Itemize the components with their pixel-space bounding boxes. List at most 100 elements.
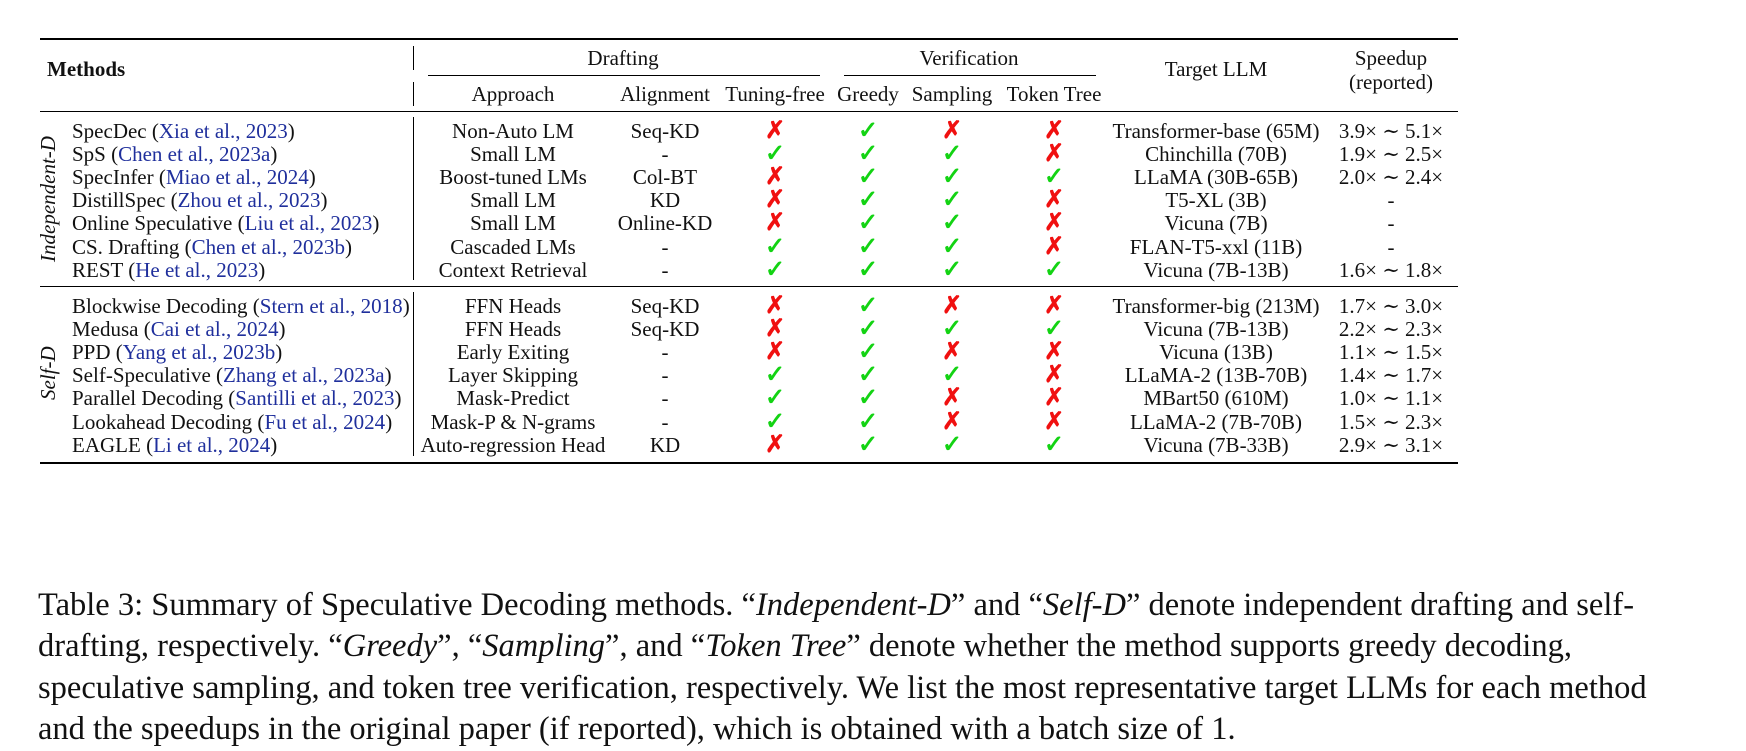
cross-icon: ✗ xyxy=(1043,362,1065,389)
method-label-close: ) xyxy=(385,409,393,434)
method-name: SpecInfer (Miao et al., 2024) xyxy=(72,167,316,188)
cross-icon: ✗ xyxy=(764,431,786,458)
header-rule xyxy=(40,111,1458,112)
cell-target-llm: Vicuna (7B-13B) xyxy=(1143,317,1289,342)
method-name: Online Speculative (Liu et al., 2023) xyxy=(72,213,379,234)
cross-icon: ✗ xyxy=(764,118,786,144)
cell-alignment: - xyxy=(661,340,669,365)
cell-approach: Cascaded LMs xyxy=(450,234,576,259)
cross-icon: ✗ xyxy=(941,118,963,144)
header-separator-top xyxy=(413,46,414,70)
method-label-close: ) xyxy=(394,386,402,411)
cell-approach: FFN Heads xyxy=(464,317,562,342)
cell-approach: Auto-regression Head xyxy=(420,432,606,457)
method-label: DistillSpec ( xyxy=(72,188,178,213)
group-label-independent-d: Independent-D xyxy=(36,136,60,262)
check-icon: ✓ xyxy=(941,141,963,168)
drafting-underline xyxy=(428,75,820,76)
check-icon: ✓ xyxy=(764,385,786,412)
check-icon: ✓ xyxy=(857,362,879,389)
header-speedup-reported: (reported) xyxy=(1349,70,1433,94)
cell-alignment: - xyxy=(661,257,669,282)
cross-icon: ✗ xyxy=(941,339,963,366)
cell-speedup: 1.5× ∼ 2.3× xyxy=(1338,409,1444,434)
cross-icon: ✗ xyxy=(941,293,963,319)
check-icon: ✓ xyxy=(857,210,879,237)
cell-alignment: - xyxy=(661,142,669,167)
check-icon: ✓ xyxy=(764,141,786,168)
method-citation-link: Santilli et al., 2023 xyxy=(235,386,395,411)
check-icon: ✓ xyxy=(857,164,879,191)
method-label-close: ) xyxy=(278,317,286,342)
method-label: Medusa ( xyxy=(72,317,151,342)
cell-approach: Small LM xyxy=(470,188,556,213)
check-icon: ✓ xyxy=(1043,316,1065,343)
check-icon: ✓ xyxy=(1043,431,1065,458)
method-label: EAGLE ( xyxy=(72,432,154,457)
cell-approach: Mask-P & N-grams xyxy=(430,409,596,434)
cross-icon: ✗ xyxy=(1043,385,1065,412)
cell-speedup: 2.9× ∼ 3.1× xyxy=(1338,432,1444,457)
cell-alignment: Seq-KD xyxy=(630,294,700,318)
method-name: DistillSpec (Zhou et al., 2023) xyxy=(72,190,327,211)
cell-target-llm: Vicuna (7B-13B) xyxy=(1143,257,1289,282)
method-label: Online Speculative ( xyxy=(72,211,245,236)
header-separator-bottom xyxy=(413,82,414,106)
method-citation-link: Zhang et al., 2023a xyxy=(223,363,385,388)
method-label-close: ) xyxy=(372,211,380,236)
cell-target-llm: T5-XL (3B) xyxy=(1165,188,1267,213)
check-icon: ✓ xyxy=(941,316,963,343)
check-icon: ✓ xyxy=(941,256,963,283)
method-citation-link: Zhou et al., 2023 xyxy=(177,188,321,213)
method-label: Parallel Decoding ( xyxy=(72,386,236,411)
caption-text: Table 3: Summary of Speculative Decoding… xyxy=(38,586,756,623)
caption-italic-independent-d: Independent-D xyxy=(755,586,951,623)
cell-target-llm: Vicuna (7B-33B) xyxy=(1143,432,1289,457)
method-label-close: ) xyxy=(320,188,328,213)
check-icon: ✓ xyxy=(857,431,879,458)
cell-target-llm: Vicuna (13B) xyxy=(1159,340,1273,365)
cross-icon: ✗ xyxy=(1043,141,1065,168)
method-citation-link: Cai et al., 2024 xyxy=(150,317,279,342)
method-name: Medusa (Cai et al., 2024) xyxy=(72,319,285,340)
check-icon: ✓ xyxy=(941,187,963,214)
cell-speedup: 1.9× ∼ 2.5× xyxy=(1338,142,1444,167)
cell-target-llm: LLaMA-2 (13B-70B) xyxy=(1124,363,1308,388)
group-rule xyxy=(40,286,1458,287)
cross-icon: ✗ xyxy=(764,164,786,191)
check-icon: ✓ xyxy=(764,256,786,283)
cross-icon: ✗ xyxy=(1043,210,1065,237)
bottom-rule xyxy=(40,462,1458,464)
method-name: CS. Drafting (Chen et al., 2023b) xyxy=(72,236,352,258)
check-icon: ✓ xyxy=(941,431,963,458)
header-drafting: Drafting xyxy=(587,46,659,70)
method-name: SpecDec (Xia et al., 2023) xyxy=(72,121,295,142)
cell-target-llm: Transformer-big (213M) xyxy=(1112,294,1320,318)
method-label: Lookahead Decoding ( xyxy=(72,409,265,434)
cell-target-llm: Vicuna (7B) xyxy=(1164,211,1268,236)
header-tuning-free: Tuning-free xyxy=(725,82,825,106)
method-citation-link: Li et al., 2024 xyxy=(153,432,271,457)
check-icon: ✓ xyxy=(857,141,879,168)
method-citation-link: Miao et al., 2024 xyxy=(165,165,309,190)
cell-target-llm: Transformer-base (65M) xyxy=(1112,119,1320,143)
check-icon: ✓ xyxy=(941,210,963,237)
cell-alignment: KD xyxy=(649,432,681,457)
method-label-close: ) xyxy=(384,363,392,388)
cell-speedup: 1.1× ∼ 1.5× xyxy=(1338,340,1444,365)
method-label-close: ) xyxy=(270,142,278,167)
check-icon: ✓ xyxy=(857,385,879,412)
method-name: EAGLE (Li et al., 2024) xyxy=(72,432,277,457)
header-methods: Methods xyxy=(47,57,126,81)
cell-approach: Early Exiting xyxy=(456,340,570,365)
check-icon: ✓ xyxy=(764,408,786,435)
method-citation-link: Xia et al., 2023 xyxy=(158,119,288,143)
cell-speedup: 1.4× ∼ 1.7× xyxy=(1338,363,1444,388)
cell-target-llm: FLAN-T5-xxl (11B) xyxy=(1129,234,1303,259)
group-label-self-d: Self-D xyxy=(36,346,60,400)
cross-icon: ✗ xyxy=(764,293,786,319)
cross-icon: ✗ xyxy=(1043,293,1065,319)
check-icon: ✓ xyxy=(941,362,963,389)
cross-icon: ✗ xyxy=(764,339,786,366)
cell-alignment: Online-KD xyxy=(617,211,713,236)
